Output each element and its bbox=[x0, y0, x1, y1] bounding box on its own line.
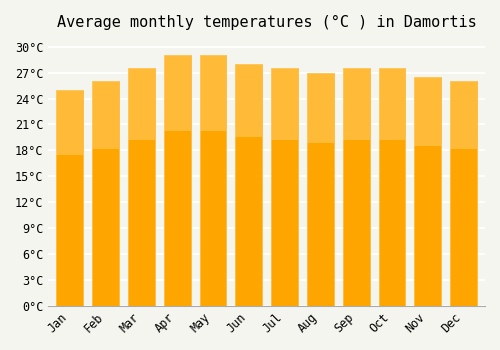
Bar bbox=[128, 68, 155, 306]
Bar bbox=[236, 64, 262, 136]
Bar bbox=[450, 81, 477, 149]
Bar bbox=[307, 73, 334, 142]
Bar bbox=[128, 68, 155, 140]
Bar bbox=[271, 68, 298, 140]
Bar bbox=[56, 90, 84, 155]
Bar bbox=[378, 68, 406, 306]
Bar bbox=[200, 55, 226, 306]
Bar bbox=[56, 90, 84, 306]
Bar bbox=[414, 77, 441, 306]
Bar bbox=[271, 68, 298, 306]
Bar bbox=[164, 55, 190, 306]
Bar bbox=[307, 73, 334, 306]
Bar bbox=[236, 64, 262, 306]
Bar bbox=[342, 68, 369, 306]
Bar bbox=[92, 81, 119, 306]
Bar bbox=[414, 77, 441, 146]
Title: Average monthly temperatures (°C ) in Damortis: Average monthly temperatures (°C ) in Da… bbox=[57, 15, 476, 30]
Bar bbox=[92, 81, 119, 149]
Bar bbox=[200, 55, 226, 131]
Bar bbox=[164, 55, 190, 131]
Bar bbox=[450, 81, 477, 306]
Bar bbox=[378, 68, 406, 140]
Bar bbox=[342, 68, 369, 140]
